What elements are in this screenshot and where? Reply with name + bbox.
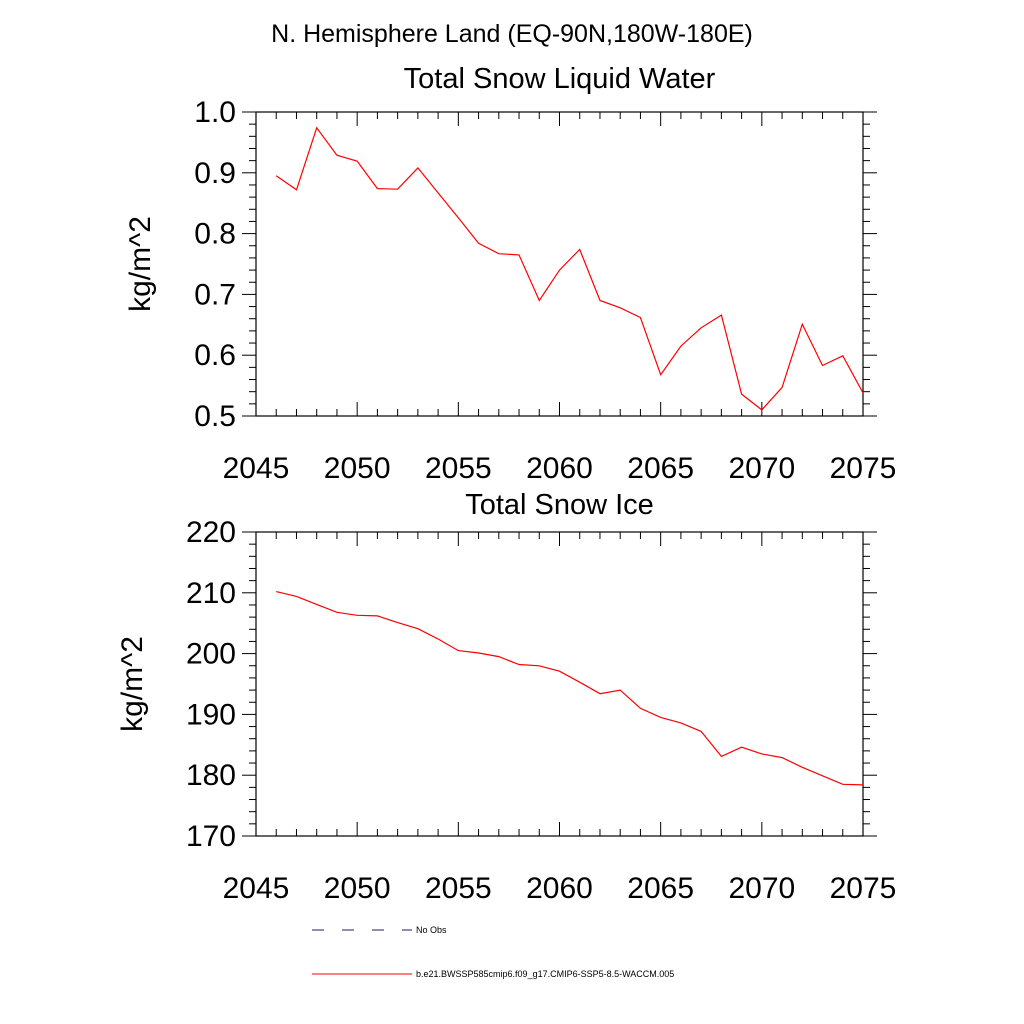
x-tick-label: 2050 (324, 452, 391, 485)
x-tick-label: 2060 (526, 872, 593, 905)
legend-obs-label: No Obs (416, 925, 447, 935)
x-tick-label: 2075 (830, 452, 897, 485)
chart-title: Total Snow Ice (465, 489, 654, 521)
plot-frame (255, 531, 864, 837)
y-tick-label: 200 (186, 638, 236, 671)
y-tick-label: 210 (186, 577, 236, 610)
x-tick-label: 2045 (223, 452, 290, 485)
y-axis-title: kg/m^2 (124, 216, 157, 312)
y-tick-label: 180 (186, 759, 236, 792)
y-tick-label: 1.0 (194, 96, 236, 129)
x-tick-label: 2060 (526, 452, 593, 485)
y-tick-label: 0.6 (194, 339, 236, 372)
y-tick-label: 0.7 (194, 278, 236, 311)
x-tick-label: 2070 (728, 872, 795, 905)
x-tick-label: 2050 (324, 872, 391, 905)
x-tick-label: 2055 (425, 452, 492, 485)
legend: No Obs b.e21.BWSSP585cmip6.f09_g17.CMIP6… (312, 925, 674, 979)
x-tick-label: 2055 (425, 872, 492, 905)
chart-snow-ice: Total Snow Ice kg/m^2 2045 2050 2055 2060 2065… (116, 489, 896, 905)
series-line-model (276, 591, 864, 786)
y-tick-label: 0.8 (194, 218, 236, 251)
suptitle: N. Hemisphere Land (EQ-90N,180W-180E) (271, 20, 753, 48)
y-tick-label: 170 (186, 820, 236, 853)
chart-title: Total Snow Liquid Water (404, 63, 716, 95)
x-tick-label: 2045 (223, 872, 290, 905)
y-tick-label: 0.5 (194, 400, 236, 433)
x-tick-label: 2075 (830, 872, 897, 905)
y-axis-title: kg/m^2 (116, 636, 149, 732)
x-tick-label: 2065 (627, 452, 694, 485)
x-tick-label: 2065 (627, 872, 694, 905)
x-tick-label: 2070 (728, 452, 795, 485)
y-tick-label: 190 (186, 698, 236, 731)
y-tick-label: 220 (186, 516, 236, 549)
legend-model-label: b.e21.BWSSP585cmip6.f09_g17.CMIP6-SSP5-8… (416, 969, 674, 979)
chart-snow-liquid-water: Total Snow Liquid Water kg/m^2 2045 2050 205… (124, 63, 896, 485)
y-tick-label: 0.9 (194, 157, 236, 190)
series-line-model (275, 126, 864, 411)
